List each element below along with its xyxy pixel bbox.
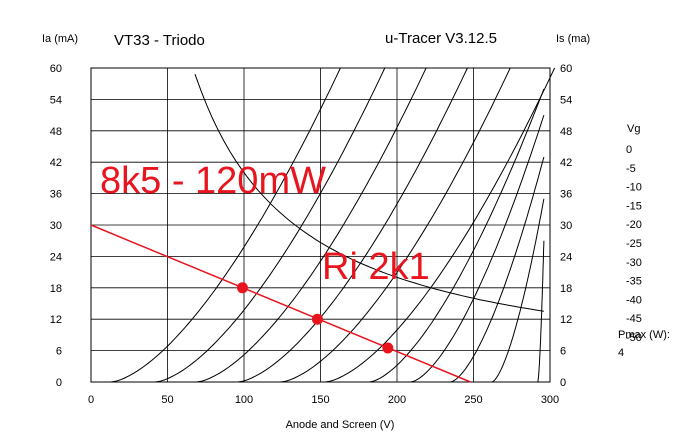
x-tick-label: 50 <box>161 394 173 406</box>
legend-entry: -40 <box>626 294 642 306</box>
y-tick-label-right: 0 <box>560 377 566 389</box>
legend-entry: -20 <box>626 219 642 231</box>
y-tick-label-right: 18 <box>560 283 572 295</box>
y-tick-label-left: 42 <box>50 157 62 169</box>
x-tick-label: 100 <box>235 394 253 406</box>
legend-title: Vg <box>627 123 640 135</box>
plate-curve <box>369 88 545 383</box>
chart-subtitle: u-Tracer V3.12.5 <box>385 30 497 47</box>
y-axis-label-right: Is (ma) <box>556 33 590 45</box>
y-tick-label-right: 12 <box>560 314 572 326</box>
load-line-group <box>90 224 471 383</box>
pmax-curve <box>194 74 544 312</box>
plate-curve <box>410 114 545 383</box>
grid <box>90 67 551 383</box>
x-tick-label: 0 <box>88 394 94 406</box>
x-tick-label: 300 <box>541 394 559 406</box>
y-tick-label-right: 30 <box>560 220 572 232</box>
y-tick-label-left: 60 <box>50 63 62 75</box>
y-tick-label-left: 6 <box>56 346 62 358</box>
plate-curve <box>196 67 427 383</box>
plate-curve <box>110 67 341 383</box>
x-axis-label: Anode and Screen (V) <box>286 419 395 431</box>
legend-entry: -35 <box>626 276 642 288</box>
y-tick-label-left: 48 <box>50 126 62 138</box>
y-tick-label-left: 0 <box>56 377 62 389</box>
legend-entry: -45 <box>626 313 642 325</box>
chart-title: VT33 - Triodo <box>114 32 205 49</box>
y-tick-label-left: 54 <box>50 94 62 106</box>
x-tick-label: 200 <box>388 394 406 406</box>
y-axis-label-left: Ia (mA) <box>42 33 78 45</box>
y-tick-label-right: 24 <box>560 251 572 263</box>
operating-point <box>236 282 248 294</box>
y-tick-label-left: 36 <box>50 189 62 201</box>
plate-curve <box>237 67 468 383</box>
x-tick-label: 150 <box>311 394 329 406</box>
plate-curves <box>110 67 556 383</box>
y-tick-label-right: 60 <box>560 63 572 75</box>
y-tick-label-right: 48 <box>560 126 572 138</box>
operating-point <box>382 342 394 354</box>
legend-entry: -30 <box>626 257 642 269</box>
y-tick-label-left: 12 <box>50 314 62 326</box>
plate-curve <box>450 156 545 383</box>
pmax-value: 4 <box>618 347 624 359</box>
pmax-curve-group <box>194 74 544 312</box>
x-tick-label: 250 <box>464 394 482 406</box>
operating-points <box>236 282 394 354</box>
annotation-load: 8k5 - 120mW <box>100 160 326 202</box>
pmax-label: Pmax (W): <box>618 329 670 341</box>
operating-point <box>311 313 323 325</box>
legend-entry: -50 <box>626 332 642 344</box>
plate-curve <box>280 67 511 383</box>
plate-curve <box>491 198 545 383</box>
load-line <box>90 224 471 383</box>
plate-curve <box>325 67 556 383</box>
legend-entry: -10 <box>626 182 642 194</box>
y-tick-label-left: 24 <box>50 251 62 263</box>
y-tick-label-right: 54 <box>560 94 572 106</box>
legend: 0 -5 -10 -15 -20 -25 -30 -35 -40 -45 -50 <box>626 144 642 344</box>
y-tick-label-right: 42 <box>560 157 572 169</box>
y-tick-label-left: 18 <box>50 283 62 295</box>
y-tick-label-right: 36 <box>560 189 572 201</box>
y-tick-label-right: 6 <box>560 346 566 358</box>
plate-curve <box>537 240 545 383</box>
legend-entry: -5 <box>626 163 636 175</box>
legend-entry: -15 <box>626 200 642 212</box>
annotation-ri: Ri 2k1 <box>322 246 430 288</box>
plate-curve <box>155 67 386 383</box>
legend-entry: -25 <box>626 238 642 250</box>
legend-entry: 0 <box>626 144 632 156</box>
y-tick-label-left: 30 <box>50 220 62 232</box>
